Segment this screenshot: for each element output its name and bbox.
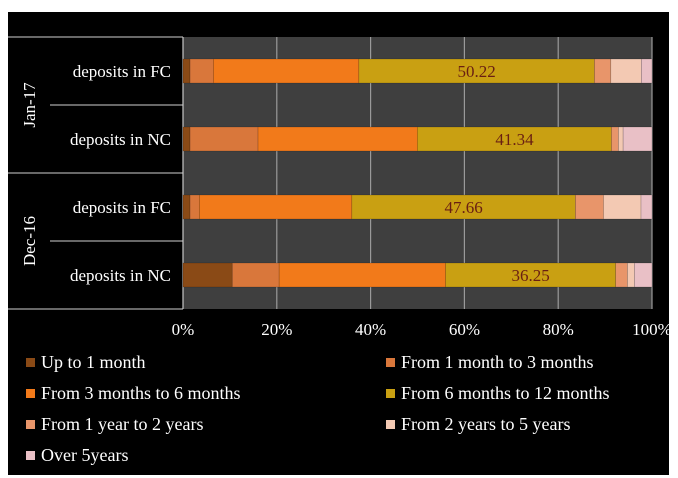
x-tick-label: 80%: [543, 320, 574, 339]
bar-segment: [445, 262, 616, 288]
x-tick-label: 20%: [261, 320, 292, 339]
legend-label: From 6 months to 12 months: [401, 383, 610, 403]
bar-segment: [257, 126, 418, 152]
legend-item-1-to-3-months: From 1 month to 3 months: [386, 352, 594, 373]
bar-segment: [189, 194, 200, 220]
bar-segment: [610, 58, 642, 84]
legend-swatch-2-to-5-years: [386, 420, 395, 429]
legend-item-2-to-5-years: From 2 years to 5 years: [386, 414, 570, 435]
legend-swatch-over-5-years: [26, 451, 35, 460]
x-tick-label: 0%: [172, 320, 195, 339]
x-tick-label: 40%: [355, 320, 386, 339]
legend-item-1-to-2-years: From 1 year to 2 years: [26, 414, 203, 435]
bar-segment: [640, 194, 653, 220]
legend-label: From 1 year to 2 years: [41, 414, 204, 434]
bar-segment: [231, 262, 280, 288]
legend-label: Up to 1 month: [41, 352, 146, 372]
legend-swatch-6-to-12-months: [386, 389, 395, 398]
data-label: 47.66: [444, 198, 482, 217]
bar-segment: [575, 194, 604, 220]
legend-swatch-1-to-3-months: [386, 358, 395, 367]
bar-segment: [358, 58, 595, 84]
legend-swatch-up-to-1-month: [26, 358, 35, 367]
legend-item-6-to-12-months: From 6 months to 12 months: [386, 383, 610, 404]
data-label: 36.25: [512, 266, 550, 285]
bar-segment: [182, 58, 191, 84]
data-label: 50.22: [458, 62, 496, 81]
bar-segment: [641, 58, 653, 84]
category-label: deposits in FC: [73, 62, 171, 81]
x-tick-label: 100%: [632, 320, 669, 339]
bar-segment: [189, 126, 259, 152]
legend-swatch-3-to-6-months: [26, 389, 35, 398]
bar-segment: [351, 194, 576, 220]
legend-label: From 2 years to 5 years: [401, 414, 571, 434]
legend-item-up-to-1-month: Up to 1 month: [26, 352, 146, 373]
chart-frame: 50.22 deposits in FC 41.34 deposits in NC 47…: [8, 12, 669, 475]
bar-segment: [182, 126, 191, 152]
group-label: Dec-16: [20, 216, 39, 266]
bar-segment: [618, 126, 624, 152]
legend-label: Over 5years: [41, 445, 129, 465]
legend-item-over-5-years: Over 5years: [26, 445, 128, 466]
bar-segment: [213, 58, 360, 84]
data-label: 41.34: [495, 130, 534, 149]
legend-label: From 1 month to 3 months: [401, 352, 594, 372]
bar-segment: [199, 194, 353, 220]
bar-segment: [622, 126, 653, 152]
bar-segment: [603, 194, 642, 220]
group-label: Jan-17: [20, 82, 39, 128]
bar-segment: [611, 126, 619, 152]
stacked-bar-chart: 50.22 deposits in FC 41.34 deposits in NC 47…: [8, 36, 669, 339]
bar-segment: [627, 262, 635, 288]
bar-segment: [634, 262, 653, 288]
bar-segment: [182, 194, 191, 220]
bar-segment: [189, 58, 214, 84]
bar-segment: [594, 58, 612, 84]
legend-label: From 3 months to 6 months: [41, 383, 241, 403]
bar-segment: [182, 262, 233, 288]
category-label: deposits in FC: [73, 198, 171, 217]
x-tick-label: 60%: [449, 320, 480, 339]
bar-segment: [615, 262, 628, 288]
bar-segment: [278, 262, 446, 288]
category-label: deposits in NC: [70, 266, 171, 285]
legend-swatch-1-to-2-years: [26, 420, 35, 429]
legend-item-3-to-6-months: From 3 months to 6 months: [26, 383, 241, 404]
category-label: deposits in NC: [70, 130, 171, 149]
